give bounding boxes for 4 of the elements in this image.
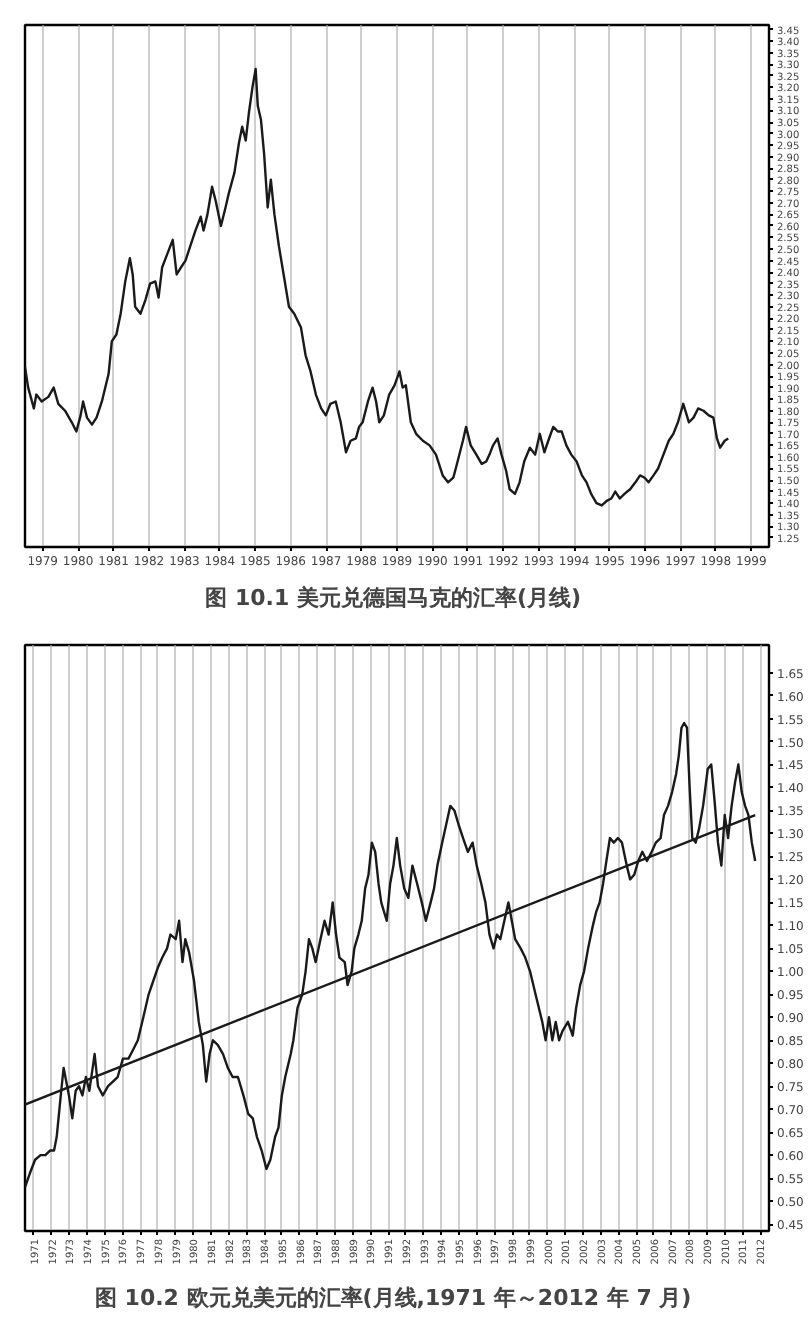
line-series	[25, 67, 730, 507]
text: 图 10.2 欧元兑美元的汇率(月线,1971 年～2012 年 7 月)	[94, 1285, 692, 1311]
text: 图 10.1 美元兑德国马克的汇率(月线)	[205, 585, 582, 611]
line-series	[25, 721, 757, 1189]
